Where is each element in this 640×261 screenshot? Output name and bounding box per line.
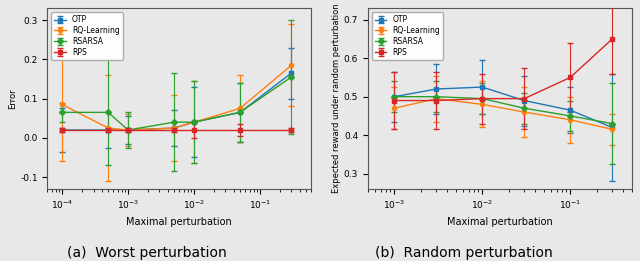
Legend: OTP, RQ-Learning, RSARSA, RPS: OTP, RQ-Learning, RSARSA, RPS [51, 12, 123, 60]
Y-axis label: Error: Error [8, 88, 17, 109]
Legend: OTP, RQ-Learning, RSARSA, RPS: OTP, RQ-Learning, RSARSA, RPS [372, 12, 443, 60]
X-axis label: Maximal perturbation: Maximal perturbation [127, 217, 232, 227]
X-axis label: Maximal perturbation: Maximal perturbation [447, 217, 553, 227]
Y-axis label: Expected reward under random perturbation: Expected reward under random perturbatio… [332, 4, 341, 193]
Text: (a)  Worst perturbation: (a) Worst perturbation [67, 246, 227, 260]
Text: (b)  Random perturbation: (b) Random perturbation [375, 246, 553, 260]
